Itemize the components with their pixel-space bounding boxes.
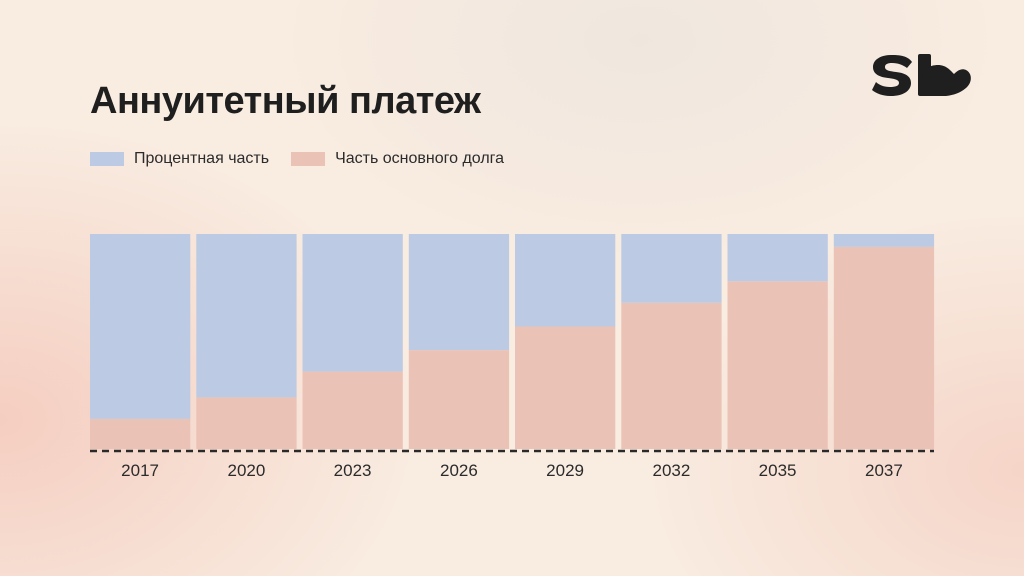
bar-interest-2032 xyxy=(621,234,722,303)
bar-principal-2037 xyxy=(833,246,935,449)
x-tick-label: 2020 xyxy=(227,461,265,480)
bar-principal-2035 xyxy=(727,281,828,449)
x-tick-label: 2035 xyxy=(759,461,797,480)
bar-principal-2020 xyxy=(196,397,297,449)
x-tick-label: 2037 xyxy=(865,461,903,480)
bar-principal-2017 xyxy=(90,418,191,449)
bar-interest-2023 xyxy=(302,234,403,372)
bar-interest-2026 xyxy=(408,234,510,351)
bar-interest-2037 xyxy=(833,234,935,247)
legend-swatch-interest xyxy=(90,152,124,166)
x-tick-label: 2026 xyxy=(440,461,478,480)
legend-label-principal: Часть основного долга xyxy=(335,150,505,167)
bar-interest-2029 xyxy=(515,234,616,327)
bar-principal-2023 xyxy=(302,371,403,449)
sb-logo-icon xyxy=(872,54,971,96)
x-tick-label: 2023 xyxy=(334,461,372,480)
legend-swatch-principal xyxy=(291,152,326,166)
bar-interest-2035 xyxy=(727,234,828,282)
bar-interest-2017 xyxy=(90,234,191,419)
bar-principal-2032 xyxy=(621,302,722,449)
chart-title: Аннуитетный платеж xyxy=(90,80,481,122)
legend-item-interest: Процентная часть xyxy=(90,150,269,168)
bar-interest-2020 xyxy=(196,234,297,398)
x-tick-label: 2032 xyxy=(652,461,690,480)
legend: Процентная часть Часть основного долга xyxy=(90,150,504,168)
bar-principal-2026 xyxy=(408,350,510,449)
legend-item-principal: Часть основного долга xyxy=(291,150,504,168)
x-tick-label: 2029 xyxy=(546,461,584,480)
legend-label-interest: Процентная часть xyxy=(134,150,270,167)
bar-principal-2029 xyxy=(515,326,616,449)
x-tick-label: 2017 xyxy=(121,461,159,480)
